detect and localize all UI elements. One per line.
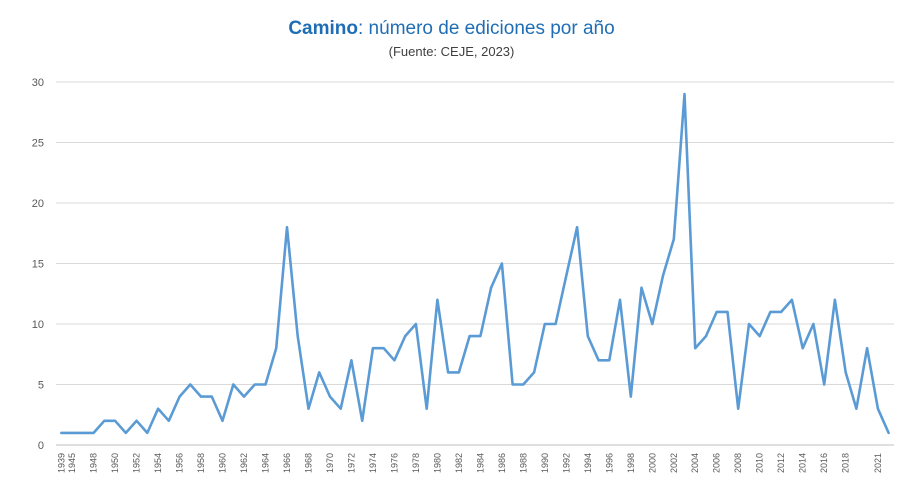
x-tick-label: 1974 [368,453,378,473]
x-tick-label: 1958 [196,453,206,473]
x-tick-label: 1992 [561,453,571,473]
x-tick-label: 1950 [110,453,120,473]
x-tick-label: 1984 [475,453,485,473]
x-tick-label: 1968 [303,453,313,473]
x-tick-label: 1970 [325,453,335,473]
x-tick-label: 2002 [669,453,679,473]
y-tick-label: 30 [32,77,44,89]
x-tick-label: 2004 [690,453,700,473]
x-tick-label: 1966 [282,453,292,473]
x-tick-label: 1978 [411,453,421,473]
chart-subtitle: (Fuente: CEJE, 2023) [388,44,515,59]
x-tick-label: 2018 [841,453,851,473]
x-tick-label: 2014 [798,453,808,473]
x-tick-label: 1976 [389,453,399,473]
x-tick-label: 1982 [454,453,464,473]
chart-title-rest: : número de ediciones por año [358,18,615,39]
y-tick-label: 10 [32,319,44,331]
x-tick-label: 1945 [67,453,77,473]
x-tick-label: 1952 [132,453,142,473]
x-tick-label: 1939 [56,453,66,473]
x-tick-label: 2021 [873,453,883,473]
x-tick-label: 2010 [755,453,765,473]
x-tick-label: 1964 [261,453,271,473]
x-tick-label: 1948 [89,453,99,473]
x-tick-label: 1956 [175,453,185,473]
series-line [60,92,890,435]
y-tick-label: 15 [32,259,44,271]
chart-title: Camino: número de ediciones por año [0,18,903,40]
x-tick-label: 1962 [239,453,249,473]
x-tick-label: 1988 [518,453,528,473]
x-tick-label: 2016 [819,453,829,473]
x-tick-label: 2012 [776,453,786,473]
x-tick-label: 1990 [540,453,550,473]
x-tick-label: 1994 [583,453,593,473]
x-tick-label: 1960 [218,453,228,473]
x-tick-label: 1996 [604,453,614,473]
x-tick-label: 1980 [432,453,442,473]
x-tick-label: 1954 [153,453,163,473]
x-tick-label: 2008 [733,453,743,473]
x-tick-label: 2006 [712,453,722,473]
x-tick-label: 1972 [346,453,356,473]
chart-title-block: Camino: número de ediciones por año (Fue… [0,18,903,59]
y-tick-label: 25 [32,138,44,150]
x-tick-label: 1986 [497,453,507,473]
x-tick-label: 2000 [647,453,657,473]
y-tick-label: 5 [38,380,44,392]
y-tick-label: 0 [38,440,44,452]
x-tick-label: 1998 [626,453,636,473]
y-tick-label: 20 [32,198,44,210]
chart-title-strong: Camino [288,18,358,39]
